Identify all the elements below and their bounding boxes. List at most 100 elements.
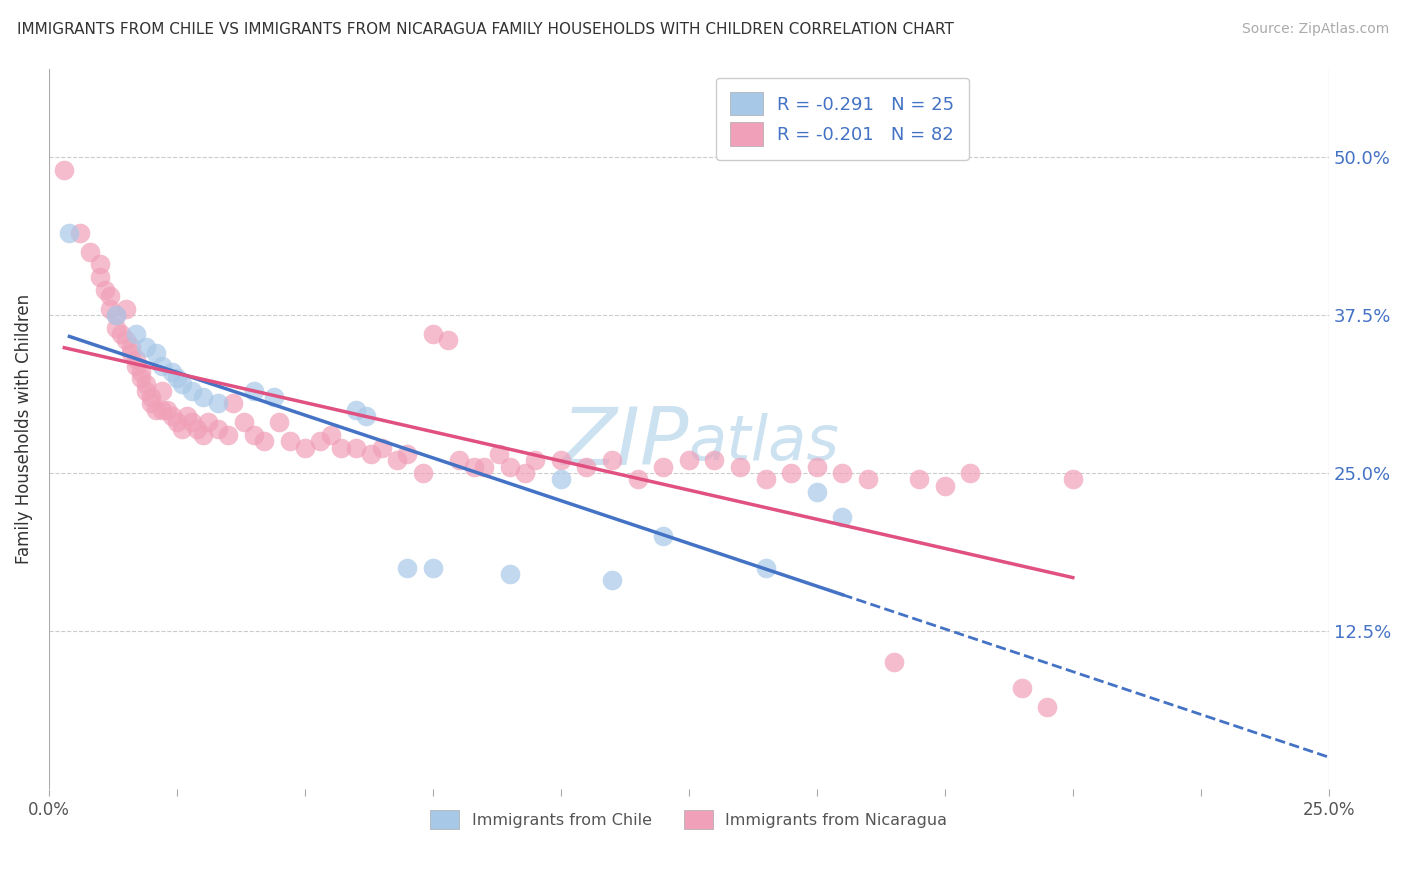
Point (100, 289, 122, 303)
Point (170, 377, 193, 392)
Point (513, 466, 536, 480)
Point (755, 560, 778, 574)
Point (703, 453, 725, 467)
Point (959, 466, 981, 480)
Point (207, 422, 229, 436)
Point (166, 371, 188, 385)
Point (627, 472, 650, 486)
Point (463, 459, 485, 474)
Point (125, 326, 148, 341)
Point (472, 459, 495, 474)
Point (356, 409, 378, 423)
Point (207, 396, 229, 410)
Point (934, 478, 956, 492)
Y-axis label: Family Households with Children: Family Households with Children (15, 293, 32, 564)
Point (186, 422, 208, 436)
Point (160, 409, 183, 423)
Point (53, 162, 76, 177)
Point (129, 365, 152, 379)
Point (600, 453, 623, 467)
Point (883, 656, 905, 670)
Point (150, 359, 173, 373)
Point (831, 510, 853, 524)
Point (344, 441, 367, 455)
Point (1062, 472, 1084, 486)
Point (125, 352, 148, 367)
Point (370, 441, 392, 455)
Point (329, 441, 352, 455)
Point (652, 459, 675, 474)
Text: IMMIGRANTS FROM CHILE VS IMMIGRANTS FROM NICARAGUA FAMILY HOUSEHOLDS WITH CHILDR: IMMIGRANTS FROM CHILE VS IMMIGRANTS FROM… (17, 22, 953, 37)
Point (524, 453, 547, 467)
Point (104, 320, 127, 334)
Point (575, 459, 598, 474)
Point (1011, 681, 1033, 695)
Point (780, 466, 803, 480)
Point (678, 453, 700, 467)
Point (600, 574, 623, 588)
Point (908, 472, 931, 486)
Point (222, 396, 245, 410)
Point (253, 434, 276, 449)
Point (89, 257, 111, 271)
Point (344, 402, 367, 417)
Point (806, 459, 828, 474)
Point (141, 396, 163, 410)
Legend: Immigrants from Chile, Immigrants from Nicaragua: Immigrants from Chile, Immigrants from N… (425, 804, 953, 835)
Point (437, 333, 460, 347)
Text: ZIP: ZIP (561, 404, 689, 482)
Point (141, 390, 163, 404)
Point (652, 529, 675, 543)
Point (278, 434, 301, 449)
Point (120, 340, 142, 354)
Point (135, 340, 157, 354)
Point (269, 416, 291, 430)
Point (110, 326, 132, 341)
Point (806, 484, 828, 499)
Point (755, 472, 778, 486)
Point (242, 428, 264, 442)
Point (104, 308, 127, 322)
Point (120, 346, 142, 360)
Point (166, 416, 188, 430)
Point (170, 422, 193, 436)
Point (412, 466, 434, 480)
Point (69, 226, 91, 240)
Point (129, 371, 152, 385)
Point (422, 560, 444, 574)
Point (181, 384, 204, 398)
Text: Source: ZipAtlas.com: Source: ZipAtlas.com (1241, 22, 1389, 37)
Point (728, 459, 751, 474)
Point (263, 390, 285, 404)
Point (488, 447, 510, 461)
Point (79, 244, 101, 259)
Point (550, 453, 572, 467)
Point (94, 283, 117, 297)
Point (1036, 699, 1059, 714)
Point (422, 326, 444, 341)
Point (104, 308, 127, 322)
Point (242, 384, 264, 398)
Point (447, 453, 470, 467)
Point (499, 567, 522, 582)
Point (550, 472, 572, 486)
Point (191, 428, 214, 442)
Point (396, 560, 419, 574)
Point (145, 402, 167, 417)
Point (856, 472, 879, 486)
Text: atlas: atlas (689, 413, 839, 473)
Point (309, 434, 332, 449)
Point (176, 409, 198, 423)
Point (232, 416, 254, 430)
Point (294, 441, 316, 455)
Point (217, 428, 239, 442)
Point (499, 459, 522, 474)
Point (396, 447, 419, 461)
Point (191, 390, 214, 404)
Point (58, 226, 80, 240)
Point (150, 402, 173, 417)
Point (89, 270, 111, 285)
Point (114, 333, 136, 347)
Point (360, 447, 382, 461)
Point (114, 301, 136, 316)
